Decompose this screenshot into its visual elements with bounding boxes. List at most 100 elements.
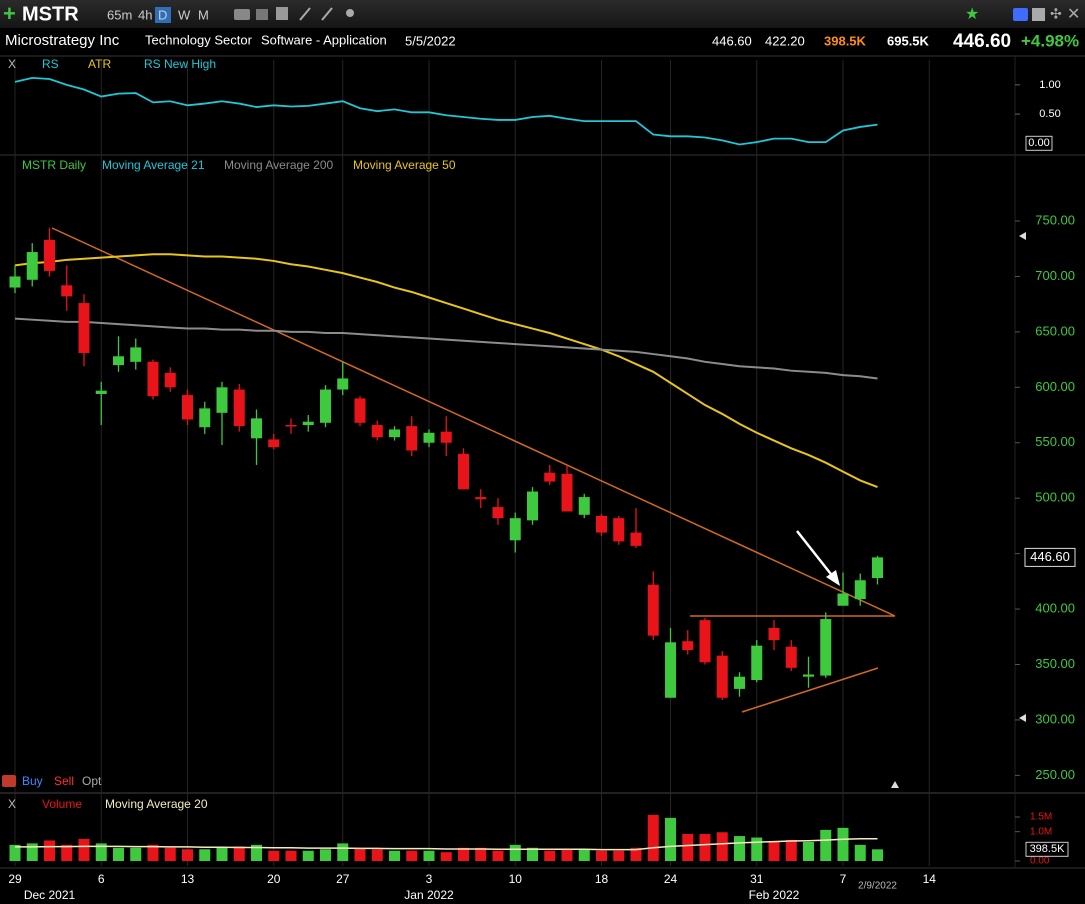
- close-icon[interactable]: ✕: [1067, 6, 1080, 23]
- volume-bar: [803, 841, 814, 862]
- trade-button[interactable]: Buy: [22, 774, 43, 788]
- volume-bar: [665, 817, 676, 862]
- candle-body: [164, 372, 176, 388]
- legend-entry[interactable]: X: [8, 797, 16, 811]
- candle-body: [716, 655, 728, 698]
- add-icon[interactable]: +: [3, 1, 16, 26]
- candle-body: [872, 557, 883, 579]
- candle-body: [682, 641, 694, 651]
- legend-entry[interactable]: Moving Average 200: [224, 158, 334, 172]
- icon[interactable]: [1013, 8, 1028, 21]
- volume: 398.5K: [824, 33, 867, 48]
- y-tick-label: 0.50: [1039, 108, 1060, 120]
- legend-entry[interactable]: Volume: [42, 797, 82, 811]
- marker: [891, 781, 899, 788]
- volume-bar: [147, 844, 159, 862]
- icon[interactable]: [234, 9, 250, 20]
- legend-entry[interactable]: X: [8, 57, 16, 71]
- y-tick-label: 250.00: [1035, 767, 1075, 782]
- candle-body: [561, 473, 573, 512]
- month-label: Dec 2021: [24, 888, 76, 902]
- icon[interactable]: [321, 7, 333, 21]
- volume-bar: [492, 850, 504, 862]
- legend-entry[interactable]: RS New High: [144, 57, 216, 71]
- candle-body: [544, 472, 556, 482]
- y-tick-label: 500.00: [1035, 490, 1075, 505]
- y-tick-label: 1.5M: [1030, 812, 1052, 823]
- moving-average: [14, 317, 878, 380]
- volume-bar: [371, 849, 383, 862]
- star-icon[interactable]: ★: [965, 6, 979, 23]
- volume-bar: [199, 849, 211, 862]
- volume-bar: [320, 849, 331, 862]
- legend-entry[interactable]: MSTR Daily: [22, 158, 86, 172]
- candle-body: [440, 431, 452, 443]
- trade-icon[interactable]: [2, 775, 16, 787]
- volume-bar: [785, 839, 797, 862]
- y-tick-label: 750.00: [1035, 212, 1075, 227]
- candle-body: [820, 619, 832, 676]
- legend-entry[interactable]: Moving Average 21: [102, 158, 205, 172]
- volume-bar: [285, 850, 297, 862]
- move-icon[interactable]: ✣: [1050, 6, 1062, 22]
- month-label: Feb 2022: [749, 888, 800, 902]
- volume-bar: [113, 847, 124, 862]
- icon[interactable]: [276, 7, 288, 20]
- x-tick-label: 10: [509, 872, 523, 886]
- interval-button[interactable]: 65m: [107, 7, 132, 22]
- trendline[interactable]: [51, 227, 896, 617]
- candle-body: [509, 518, 521, 541]
- icon[interactable]: [1032, 8, 1045, 21]
- arrow[interactable]: [796, 530, 835, 579]
- trade-button[interactable]: Opt: [82, 774, 102, 788]
- volume-bar: [578, 849, 590, 862]
- candle-body: [458, 453, 469, 490]
- volume-bar: [768, 841, 780, 862]
- candle-body: [371, 425, 383, 438]
- volume-bar: [854, 844, 866, 862]
- volume-bar: [423, 850, 435, 862]
- interval-button[interactable]: W: [178, 7, 191, 22]
- symbol[interactable]: MSTR: [22, 3, 79, 25]
- volume-bar: [164, 847, 176, 862]
- volume-bar: [734, 836, 745, 862]
- candle-body: [320, 389, 331, 423]
- volume-bar: [837, 827, 849, 862]
- volume-bar: [458, 847, 469, 862]
- candle-body: [768, 627, 780, 641]
- company: Microstrategy Inc: [5, 32, 120, 49]
- legend-entry[interactable]: ATR: [88, 57, 111, 71]
- candle-body: [423, 432, 435, 443]
- candle-body: [647, 584, 659, 636]
- interval-button[interactable]: M: [198, 7, 209, 22]
- x-tick-label: 7: [840, 872, 847, 886]
- legend-entry[interactable]: RS: [42, 57, 59, 71]
- interval-button[interactable]: D: [158, 7, 167, 22]
- candle-body: [285, 425, 297, 427]
- volume-bar: [302, 850, 314, 862]
- trade-button[interactable]: Sell: [54, 774, 74, 788]
- candle-body: [95, 390, 107, 394]
- candle-body: [630, 532, 642, 546]
- icon[interactable]: [299, 7, 311, 21]
- candle-body: [492, 507, 504, 519]
- marker: [1019, 232, 1026, 240]
- trendline[interactable]: [741, 667, 879, 713]
- volume-bar: [337, 843, 349, 862]
- change: +4.98%: [1021, 31, 1079, 50]
- y-tick-label: 1.0M: [1030, 826, 1052, 837]
- candle-body: [26, 252, 38, 280]
- icon[interactable]: [346, 9, 354, 17]
- legend-entry[interactable]: Moving Average 20: [105, 797, 208, 811]
- marker: [1019, 714, 1026, 722]
- low: 422.20: [765, 33, 805, 48]
- icon[interactable]: [256, 9, 268, 20]
- x-tick-label: 13: [181, 872, 195, 886]
- volume-bar: [630, 847, 642, 862]
- candle-body: [665, 642, 676, 698]
- legend-entry[interactable]: Moving Average 50: [353, 158, 456, 172]
- last-price-box: [1024, 547, 1076, 567]
- interval-button[interactable]: 4h: [138, 7, 152, 22]
- candle-body: [113, 356, 124, 366]
